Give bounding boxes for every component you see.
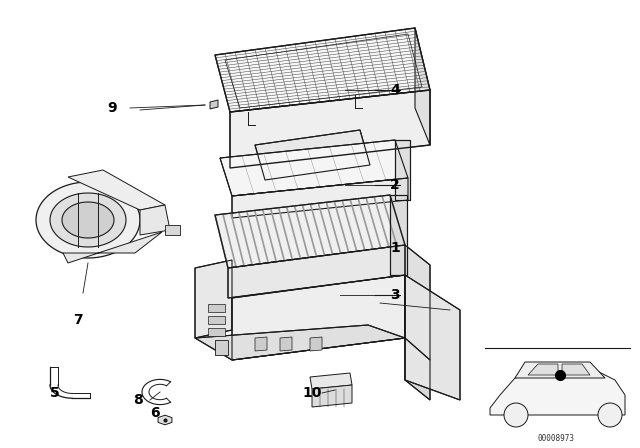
Polygon shape bbox=[158, 415, 172, 425]
Polygon shape bbox=[210, 100, 218, 109]
Circle shape bbox=[598, 403, 622, 427]
Polygon shape bbox=[215, 195, 405, 268]
Polygon shape bbox=[395, 140, 410, 200]
Polygon shape bbox=[405, 338, 430, 400]
Polygon shape bbox=[50, 193, 126, 247]
Polygon shape bbox=[415, 28, 430, 145]
Polygon shape bbox=[312, 385, 352, 407]
Polygon shape bbox=[208, 316, 225, 324]
Polygon shape bbox=[562, 364, 590, 375]
Polygon shape bbox=[220, 140, 408, 196]
Text: 3: 3 bbox=[390, 288, 400, 302]
Polygon shape bbox=[36, 182, 140, 258]
Polygon shape bbox=[528, 364, 558, 375]
Polygon shape bbox=[208, 304, 225, 312]
Polygon shape bbox=[255, 130, 370, 180]
Polygon shape bbox=[195, 325, 405, 360]
Circle shape bbox=[504, 403, 528, 427]
Polygon shape bbox=[165, 225, 180, 235]
Polygon shape bbox=[310, 337, 322, 351]
Polygon shape bbox=[62, 202, 114, 238]
Polygon shape bbox=[228, 245, 405, 298]
Polygon shape bbox=[195, 260, 232, 338]
Polygon shape bbox=[230, 90, 430, 168]
Polygon shape bbox=[490, 370, 625, 415]
Polygon shape bbox=[232, 275, 405, 360]
Polygon shape bbox=[68, 170, 165, 210]
Text: 6: 6 bbox=[150, 406, 160, 420]
Polygon shape bbox=[390, 195, 407, 275]
Polygon shape bbox=[215, 340, 228, 355]
Polygon shape bbox=[515, 362, 605, 378]
Polygon shape bbox=[140, 205, 170, 235]
Polygon shape bbox=[215, 28, 430, 112]
Polygon shape bbox=[255, 337, 267, 351]
Polygon shape bbox=[232, 178, 408, 218]
Text: 4: 4 bbox=[390, 83, 400, 97]
Text: 5: 5 bbox=[50, 386, 60, 400]
Polygon shape bbox=[208, 328, 225, 336]
Text: 00008973: 00008973 bbox=[538, 434, 575, 443]
Text: 8: 8 bbox=[133, 393, 143, 407]
Polygon shape bbox=[405, 245, 430, 360]
Polygon shape bbox=[405, 275, 460, 400]
Text: 1: 1 bbox=[390, 241, 400, 255]
Polygon shape bbox=[280, 337, 292, 351]
Text: 10: 10 bbox=[302, 386, 322, 400]
Polygon shape bbox=[310, 373, 352, 389]
Text: 9: 9 bbox=[107, 101, 117, 115]
Polygon shape bbox=[63, 232, 162, 263]
Text: 7: 7 bbox=[73, 313, 83, 327]
Text: 2: 2 bbox=[390, 178, 400, 192]
